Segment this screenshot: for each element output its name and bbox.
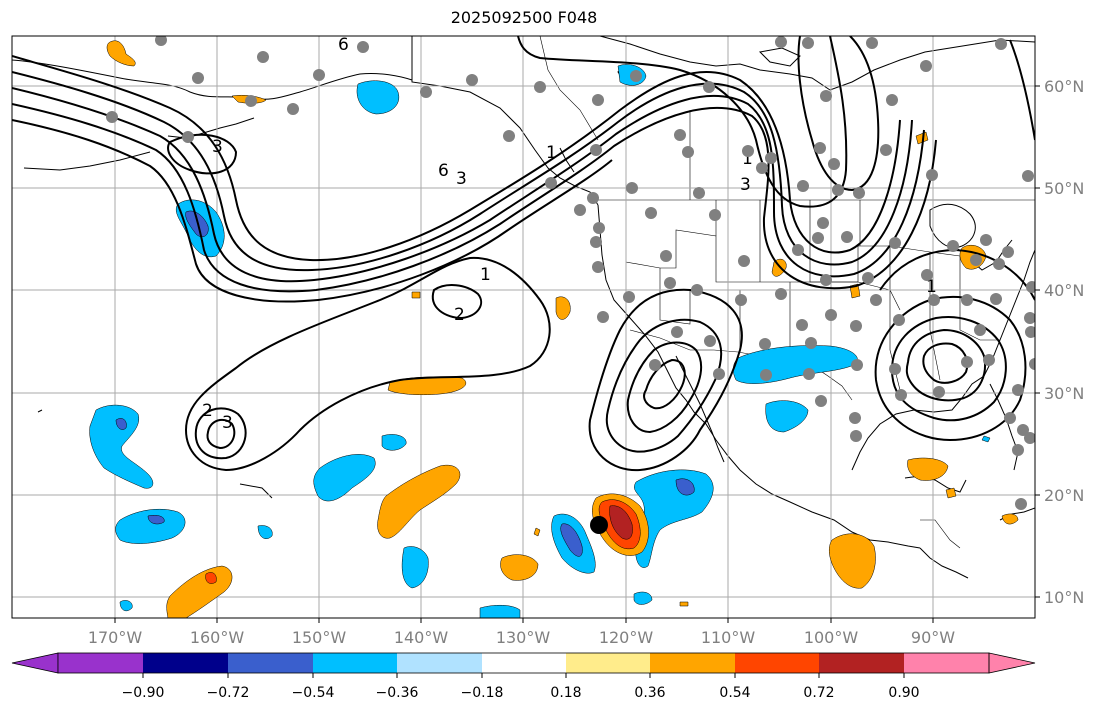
lon-tick-label: 140°W: [394, 628, 449, 647]
storm-position-marker: [590, 516, 608, 534]
colorbar-swatch: [58, 653, 143, 673]
colorbar-swatch: [143, 653, 228, 673]
colorbar-tick-label: −0.18: [461, 685, 504, 701]
station-markers: [106, 36, 1035, 510]
negative-anomaly-fills: [89, 64, 991, 618]
colorbar-swatch: [566, 653, 650, 673]
contour-label: 6: [338, 35, 349, 55]
contour-label: 1: [546, 143, 557, 163]
contour-label: 6: [438, 161, 449, 181]
contour-label: 1: [926, 277, 937, 297]
colorbar-swatch: [819, 653, 904, 673]
colorbar-swatch: [228, 653, 313, 673]
map-panel: 6 3 1 2 3 2 3 6 1 3 1 1: [12, 35, 1035, 618]
lon-tick-label: 110°W: [701, 628, 756, 647]
colorbar-swatch: [313, 653, 397, 673]
contour-label: 3: [212, 137, 223, 157]
colorbar-extend-low: [11, 652, 59, 674]
lat-tick-label: 30°N: [1044, 384, 1084, 403]
lon-tick-labels: 170°W 160°W 150°W 140°W 130°W 120°W 110°…: [88, 628, 955, 647]
colorbar-tick-label: −0.36: [376, 685, 419, 701]
contour-label: 3: [740, 175, 751, 195]
colorbar-tick-label: −0.72: [207, 685, 250, 701]
lon-tick-label: 130°W: [496, 628, 551, 647]
contour-label: 1: [480, 265, 491, 285]
lon-tick-label: 170°W: [88, 628, 143, 647]
contour-labels: 6 3 1 2 3 2 3 6 1 3 1 1: [202, 35, 937, 433]
colorbar-tick-label: −0.54: [292, 685, 335, 701]
positive-anomaly-fills: [106, 40, 1019, 618]
lon-tick-label: 150°W: [292, 628, 347, 647]
colorbar-swatch: [650, 653, 735, 673]
lon-tick-label: 160°W: [190, 628, 245, 647]
colorbar-outline: [57, 652, 990, 674]
colorbar-tick-label: −0.90: [122, 685, 165, 701]
lat-tick-labels: 60°N 50°N 40°N 30°N 20°N 10°N: [1044, 77, 1084, 607]
chart-title: 2025092500 F048: [450, 8, 598, 27]
lat-tick-label: 10°N: [1044, 588, 1084, 607]
colorbar-tick-label: 0.36: [634, 685, 665, 701]
contour-label: 3: [456, 169, 467, 189]
lat-tick-label: 20°N: [1044, 486, 1084, 505]
colorbar-swatch: [482, 653, 566, 673]
lat-tick-label: 50°N: [1044, 179, 1084, 198]
colorbar-swatch: [735, 653, 819, 673]
contour-lines: [12, 36, 1035, 472]
contour-label: 2: [454, 305, 465, 325]
contour-label: 3: [222, 413, 233, 433]
contour-label: 2: [202, 401, 213, 421]
colorbar-tick-label: 0.90: [888, 685, 919, 701]
colorbar-tick-label: 0.54: [719, 685, 750, 701]
lon-tick-label: 120°W: [599, 628, 654, 647]
contour-label: 1: [742, 149, 753, 169]
lat-tick-label: 40°N: [1044, 281, 1084, 300]
colorbar-tick-label: 0.72: [803, 685, 834, 701]
colorbar: −0.90 −0.72 −0.54 −0.36 −0.18 0.18 0.36 …: [11, 652, 1036, 701]
colorbar-swatch: [397, 653, 482, 673]
colorbar-extend-high: [988, 652, 1036, 674]
lon-tick-label: 100°W: [804, 628, 859, 647]
lat-tick-label: 60°N: [1044, 77, 1084, 96]
colorbar-tick-label: 0.18: [550, 685, 581, 701]
colorbar-swatch: [904, 653, 989, 673]
tick-marks: [114, 85, 1040, 623]
lon-tick-label: 90°W: [911, 628, 955, 647]
